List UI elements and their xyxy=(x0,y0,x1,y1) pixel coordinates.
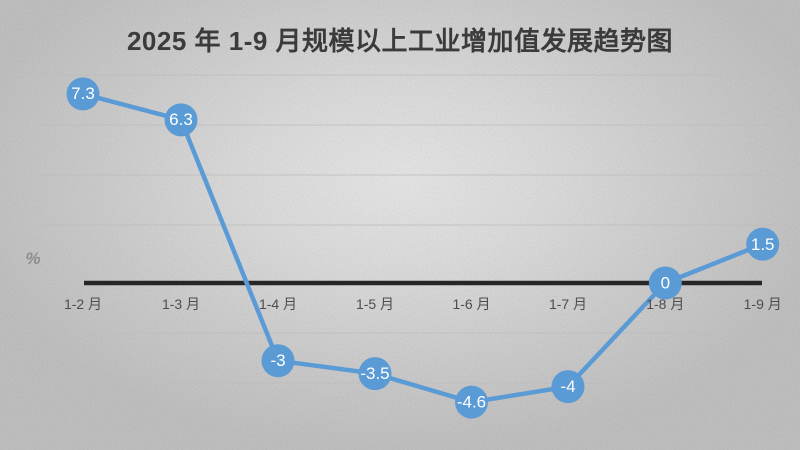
svg-text:1-3 月: 1-3 月 xyxy=(162,296,200,312)
svg-text:7.3: 7.3 xyxy=(71,84,95,103)
svg-text:-3.5: -3.5 xyxy=(360,364,389,383)
svg-text:%: % xyxy=(25,249,40,268)
svg-text:6.3: 6.3 xyxy=(169,110,193,129)
svg-text:-4.6: -4.6 xyxy=(457,393,486,412)
svg-text:1-4 月: 1-4 月 xyxy=(259,296,297,312)
svg-text:1-8 月: 1-8 月 xyxy=(646,296,684,312)
svg-text:1-5 月: 1-5 月 xyxy=(356,296,394,312)
svg-text:0: 0 xyxy=(661,274,670,293)
svg-text:1-7 月: 1-7 月 xyxy=(549,296,587,312)
svg-text:1-9 月: 1-9 月 xyxy=(744,296,782,312)
svg-text:1-2 月: 1-2 月 xyxy=(64,296,102,312)
svg-text:1-6 月: 1-6 月 xyxy=(452,296,490,312)
svg-text:1.5: 1.5 xyxy=(751,235,775,254)
svg-text:-3: -3 xyxy=(270,351,285,370)
svg-text:-4: -4 xyxy=(560,377,575,396)
